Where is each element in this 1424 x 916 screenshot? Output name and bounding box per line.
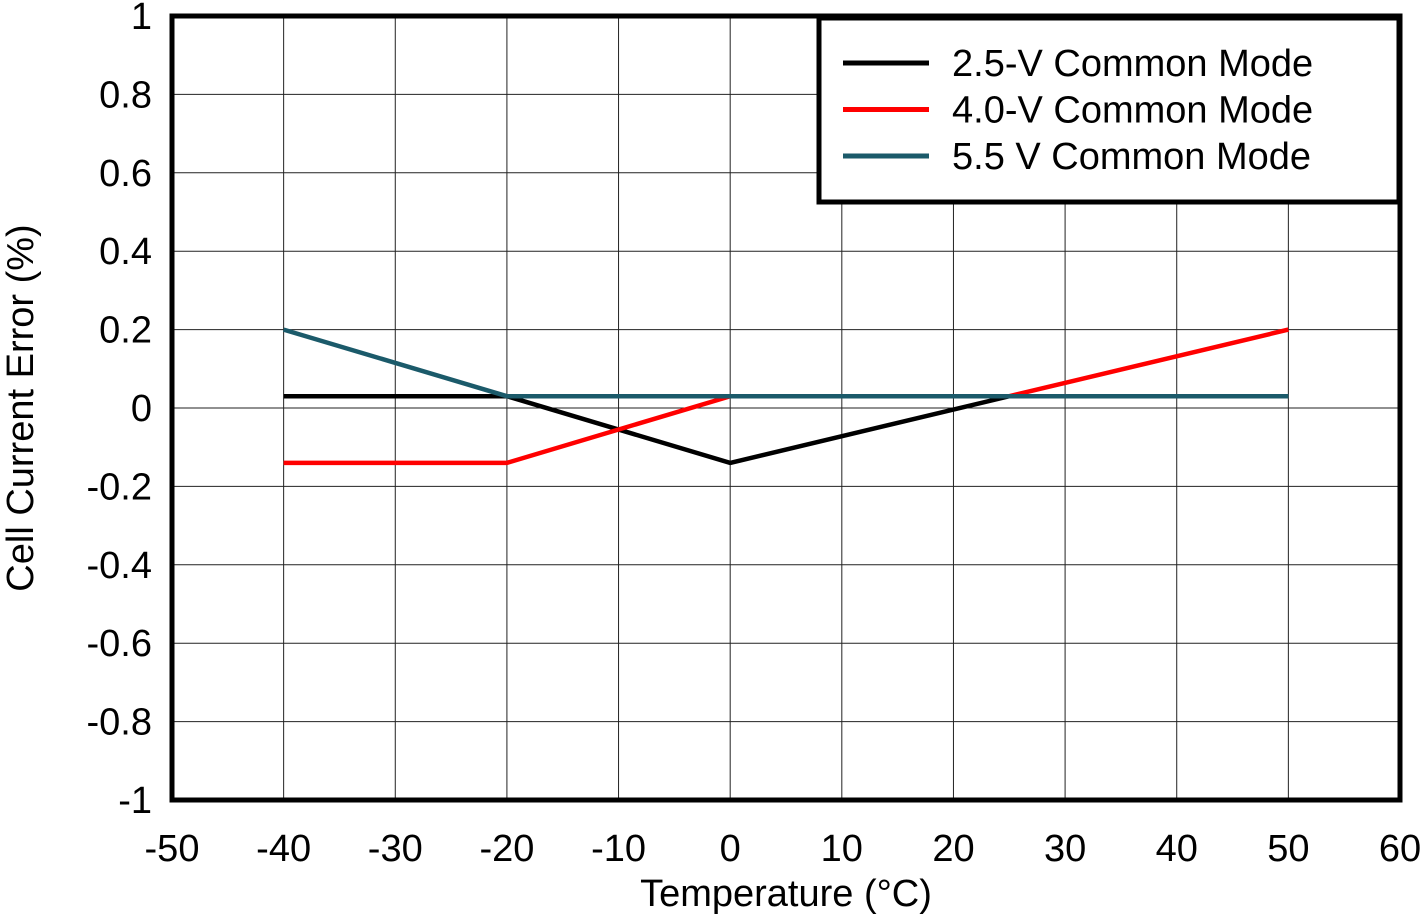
x-tick-label: -20 bbox=[479, 828, 534, 870]
y-tick-label: 0.6 bbox=[99, 153, 152, 195]
series-line-1 bbox=[283, 393, 1289, 466]
y-tick-label: 0.2 bbox=[99, 310, 152, 352]
x-tick-label: 40 bbox=[1156, 828, 1198, 870]
y-tick-label: -0.4 bbox=[87, 545, 152, 587]
series-line-3 bbox=[282, 327, 1289, 399]
legend-label-3: 5.5 V Common Mode bbox=[952, 136, 1311, 178]
x-tick-label: 0 bbox=[720, 828, 741, 870]
x-tick-label: -50 bbox=[145, 828, 200, 870]
x-axis-ticks: -50 -40 -30 -20 -10 0 10 20 30 40 50 60 bbox=[145, 828, 1422, 870]
y-axis-ticks: 1 0.8 0.6 0.4 0.2 0 -0.2 -0.4 -0.6 -0.8 -1 bbox=[87, 0, 152, 822]
x-tick-label: 20 bbox=[932, 828, 974, 870]
x-axis-title: Temperature (°C) bbox=[640, 873, 932, 915]
x-tick-label: 10 bbox=[821, 828, 863, 870]
plot-frame bbox=[169, 13, 1403, 803]
legend-label-1: 2.5-V Common Mode bbox=[952, 43, 1313, 85]
series-lines bbox=[282, 327, 1289, 466]
legend-label-2: 4.0-V Common Mode bbox=[952, 90, 1313, 132]
x-tick-label: 30 bbox=[1044, 828, 1086, 870]
x-tick-label: 50 bbox=[1267, 828, 1309, 870]
x-tick-label: -30 bbox=[368, 828, 423, 870]
y-tick-label: -1 bbox=[118, 780, 152, 822]
y-axis-title: Cell Current Error (%) bbox=[0, 224, 42, 591]
y-tick-label: -0.6 bbox=[87, 623, 152, 665]
y-tick-label: 0.8 bbox=[99, 74, 152, 116]
x-tick-label: -10 bbox=[591, 828, 646, 870]
y-tick-label: -0.2 bbox=[87, 466, 152, 508]
y-tick-label: 0.4 bbox=[99, 231, 152, 273]
y-tick-label: 0 bbox=[131, 388, 152, 430]
y-tick-label: -0.8 bbox=[87, 702, 152, 744]
y-tick-label: 1 bbox=[131, 0, 152, 38]
x-tick-label: 60 bbox=[1379, 828, 1421, 870]
x-tick-label: -40 bbox=[256, 828, 311, 870]
